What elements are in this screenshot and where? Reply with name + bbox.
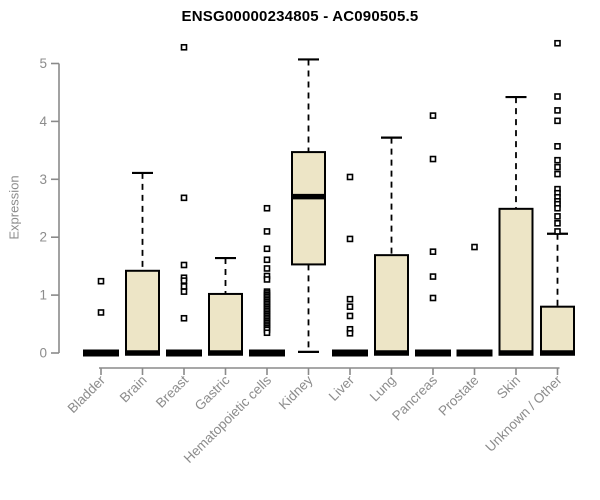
- outlier-point: [554, 228, 561, 235]
- outlier-point: [346, 330, 354, 337]
- outlier-point: [180, 194, 188, 202]
- collapsed-box-bar: [249, 349, 285, 357]
- outlier-point: [554, 142, 561, 150]
- outlier-point: [97, 277, 105, 285]
- outlier-point: [263, 329, 271, 337]
- outlier-point: [429, 155, 437, 163]
- box-group-skin: [498, 95, 534, 356]
- collapsed-box-bar: [332, 349, 368, 357]
- boxes-layer: [83, 39, 575, 357]
- box-group-lung: [374, 136, 409, 356]
- box-group-brain: [125, 171, 160, 356]
- outlier-point: [554, 220, 561, 227]
- x-category-label-breast: Breast: [153, 372, 191, 410]
- box-group-liver: [332, 173, 368, 357]
- y-tick-label: 5: [39, 56, 47, 71]
- box-group-unknown-other: [540, 39, 575, 356]
- box-group-kidney: [291, 58, 326, 353]
- outlier-point: [429, 112, 437, 119]
- box-rect: [125, 269, 160, 355]
- outlier-point: [180, 314, 188, 322]
- box-group-breast: [166, 43, 202, 357]
- x-category-label-prostate: Prostate: [435, 373, 481, 419]
- box-group-hematopoietic-cells: [249, 204, 285, 357]
- collapsed-box-bar: [166, 349, 202, 357]
- outlier-point: [554, 213, 561, 220]
- box-rect: [374, 254, 409, 354]
- collapsed-box-bar: [415, 349, 451, 357]
- outlier-point: [429, 248, 437, 255]
- x-category-label-kidney: Kidney: [276, 372, 316, 412]
- outlier-point: [554, 93, 561, 100]
- box-group-bladder: [83, 277, 119, 357]
- collapsed-box-bar: [83, 349, 119, 357]
- y-tick-label: 4: [39, 114, 47, 129]
- box-rect: [291, 151, 326, 266]
- x-category-label-brain: Brain: [117, 373, 150, 406]
- outlier-point: [180, 288, 188, 295]
- x-category-label-gastric: Gastric: [192, 372, 233, 413]
- outlier-point: [346, 312, 354, 320]
- box-group-gastric: [208, 256, 243, 356]
- outlier-point: [263, 265, 271, 272]
- outlier-point: [180, 43, 188, 51]
- outlier-point: [554, 117, 561, 125]
- outlier-point: [346, 173, 354, 181]
- x-category-label-liver: Liver: [326, 372, 358, 404]
- outlier-point: [471, 243, 478, 251]
- outlier-point: [429, 273, 437, 280]
- y-tick-label: 3: [39, 172, 47, 187]
- outlier-point: [180, 277, 188, 284]
- x-category-label-unknown-other: Unknown / Other: [482, 372, 565, 455]
- outlier-point: [554, 204, 561, 212]
- box-rect: [498, 207, 534, 354]
- outlier-point: [346, 295, 354, 303]
- outlier-point: [346, 235, 354, 243]
- chart-title: ENSG00000234805 - AC090505.5: [181, 8, 419, 25]
- outlier-point: [429, 294, 437, 302]
- box-group-pancreas: [415, 112, 451, 357]
- x-category-label-pancreas: Pancreas: [389, 372, 440, 423]
- outlier-point: [554, 107, 561, 114]
- outlier-point: [263, 245, 271, 253]
- box-group-prostate: [456, 243, 493, 357]
- box-rect: [208, 292, 243, 354]
- x-category-label-skin: Skin: [494, 373, 523, 402]
- outlier-point: [263, 228, 271, 235]
- outlier-point: [554, 170, 561, 178]
- x-category-label-bladder: Bladder: [65, 372, 109, 416]
- y-tick-label: 1: [39, 288, 47, 303]
- outlier-point: [263, 204, 271, 212]
- y-tick-label: 0: [39, 346, 47, 361]
- outlier-point: [554, 39, 561, 47]
- outlier-point: [554, 163, 561, 171]
- outlier-point: [263, 276, 271, 283]
- outlier-point: [180, 261, 188, 269]
- box-rect: [540, 305, 575, 354]
- outlier-point: [263, 256, 271, 264]
- outlier-point: [180, 283, 188, 290]
- x-category-label-lung: Lung: [367, 373, 399, 405]
- collapsed-box-bar: [456, 349, 493, 357]
- outlier-point: [554, 156, 561, 164]
- outlier-point: [346, 303, 354, 310]
- y-tick-label: 2: [39, 230, 47, 245]
- outlier-point: [97, 309, 105, 316]
